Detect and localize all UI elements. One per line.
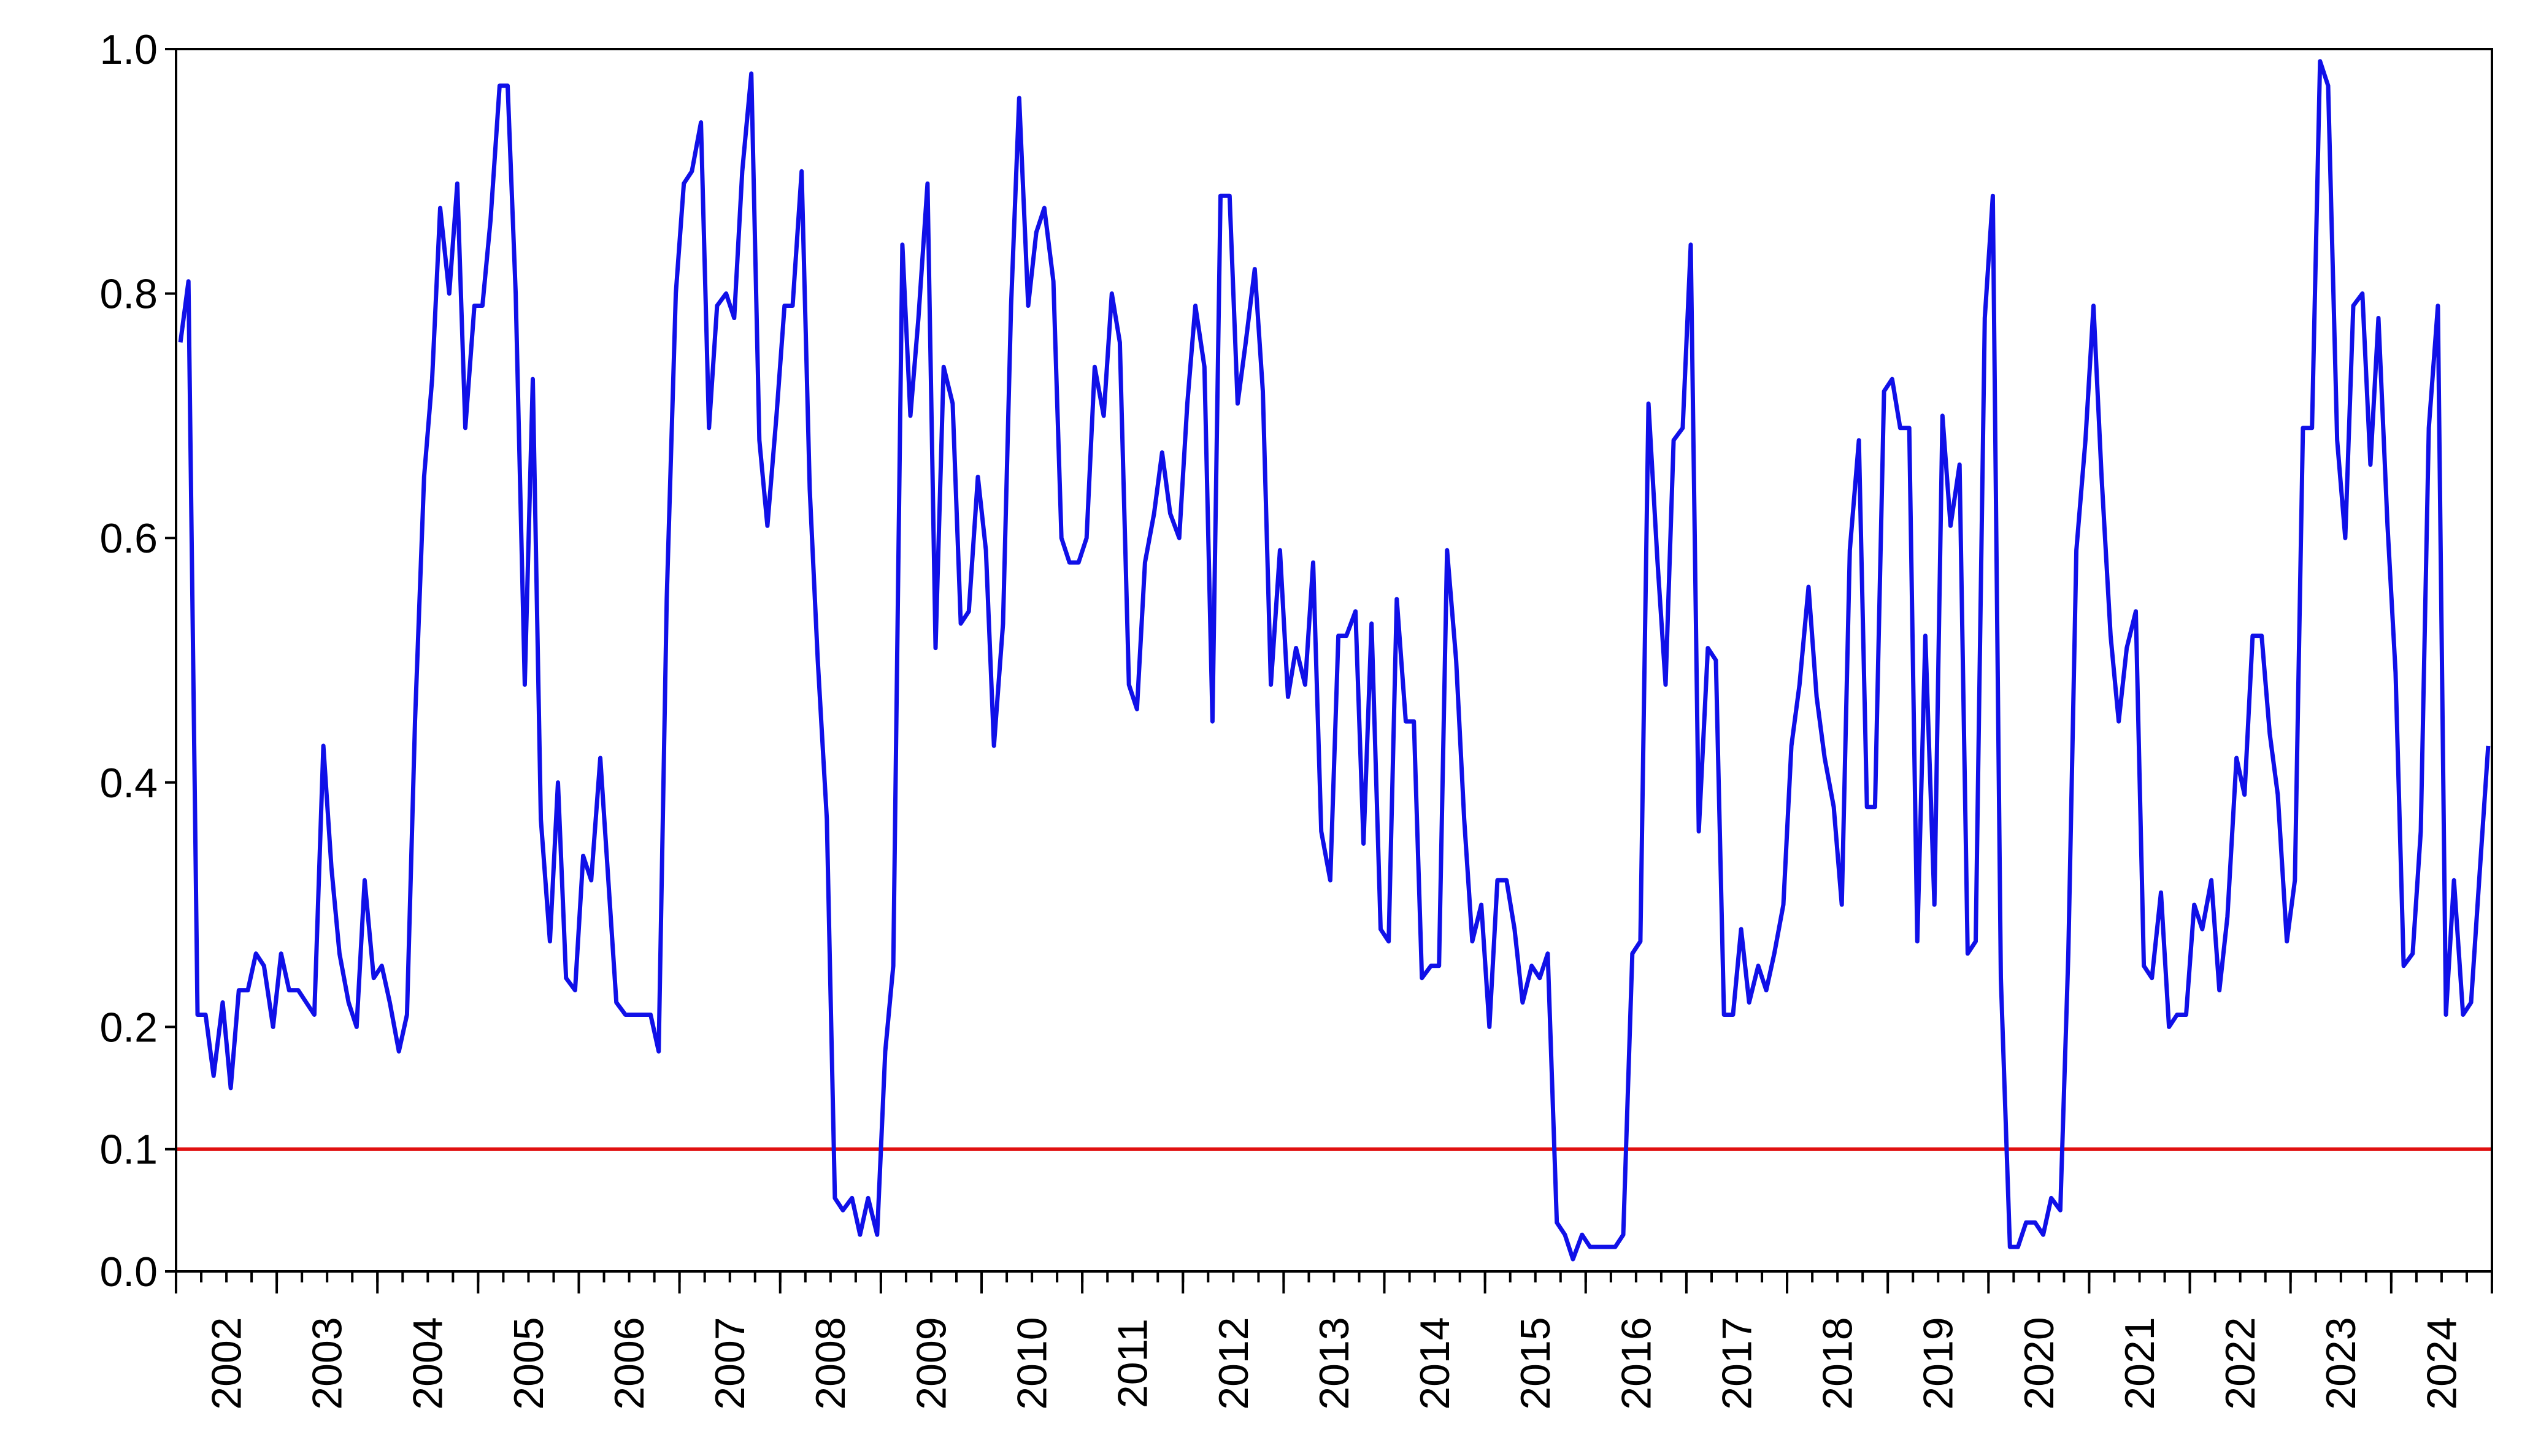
y-tick-label: 1.0 — [99, 26, 158, 73]
x-tick-label: 2003 — [304, 1317, 351, 1409]
x-axis: 2002 2003 2004 2005 2006 2007 2008 2009 2010 2011… — [174, 1271, 2493, 1410]
y-tick-label: 0.2 — [99, 1004, 158, 1051]
x-tick-label: 2010 — [1009, 1317, 1055, 1409]
x-tick-label: 2005 — [506, 1317, 552, 1409]
x-tick-label: 2020 — [2016, 1317, 2063, 1409]
x-tick-label: 2012 — [1210, 1317, 1257, 1409]
y-tick-label: 0.0 — [99, 1249, 158, 1295]
y-tick-label: 0.4 — [99, 760, 158, 807]
plot-frame — [175, 48, 2493, 1273]
plot-area — [176, 59, 2492, 1262]
x-tick-label: 2019 — [1915, 1317, 1962, 1409]
x-tick-label: 2002 — [203, 1317, 250, 1409]
x-tick-label: 2011 — [1110, 1319, 1156, 1408]
x-tick-label: 2006 — [606, 1317, 653, 1409]
x-tick-label: 2004 — [405, 1317, 452, 1409]
x-tick-label: 2013 — [1311, 1317, 1358, 1409]
x-tick-label: 2022 — [2217, 1317, 2264, 1409]
series-line — [178, 59, 2491, 1262]
x-tick-label: 2008 — [807, 1317, 854, 1409]
y-tick-label: 0.1 — [99, 1127, 158, 1173]
x-tick-label: 2007 — [707, 1317, 753, 1409]
y-tick-label: 0.8 — [99, 271, 158, 318]
x-tick-label: 2024 — [2418, 1317, 2465, 1409]
y-axis: 0.0 0.1 0.2 0.4 0.6 0.8 1.0 — [99, 26, 176, 1295]
x-tick-label: 2018 — [1815, 1317, 1861, 1409]
y-tick-label: 0.6 — [99, 515, 158, 562]
x-tick-label: 2009 — [908, 1317, 955, 1409]
x-tick-label: 2015 — [1512, 1317, 1559, 1409]
x-tick-label: 2017 — [1713, 1317, 1760, 1409]
x-tick-label: 2014 — [1412, 1317, 1458, 1409]
x-tick-label: 2023 — [2318, 1317, 2364, 1409]
x-tick-label: 2021 — [2116, 1317, 2163, 1409]
x-tick-label: 2016 — [1613, 1317, 1659, 1409]
